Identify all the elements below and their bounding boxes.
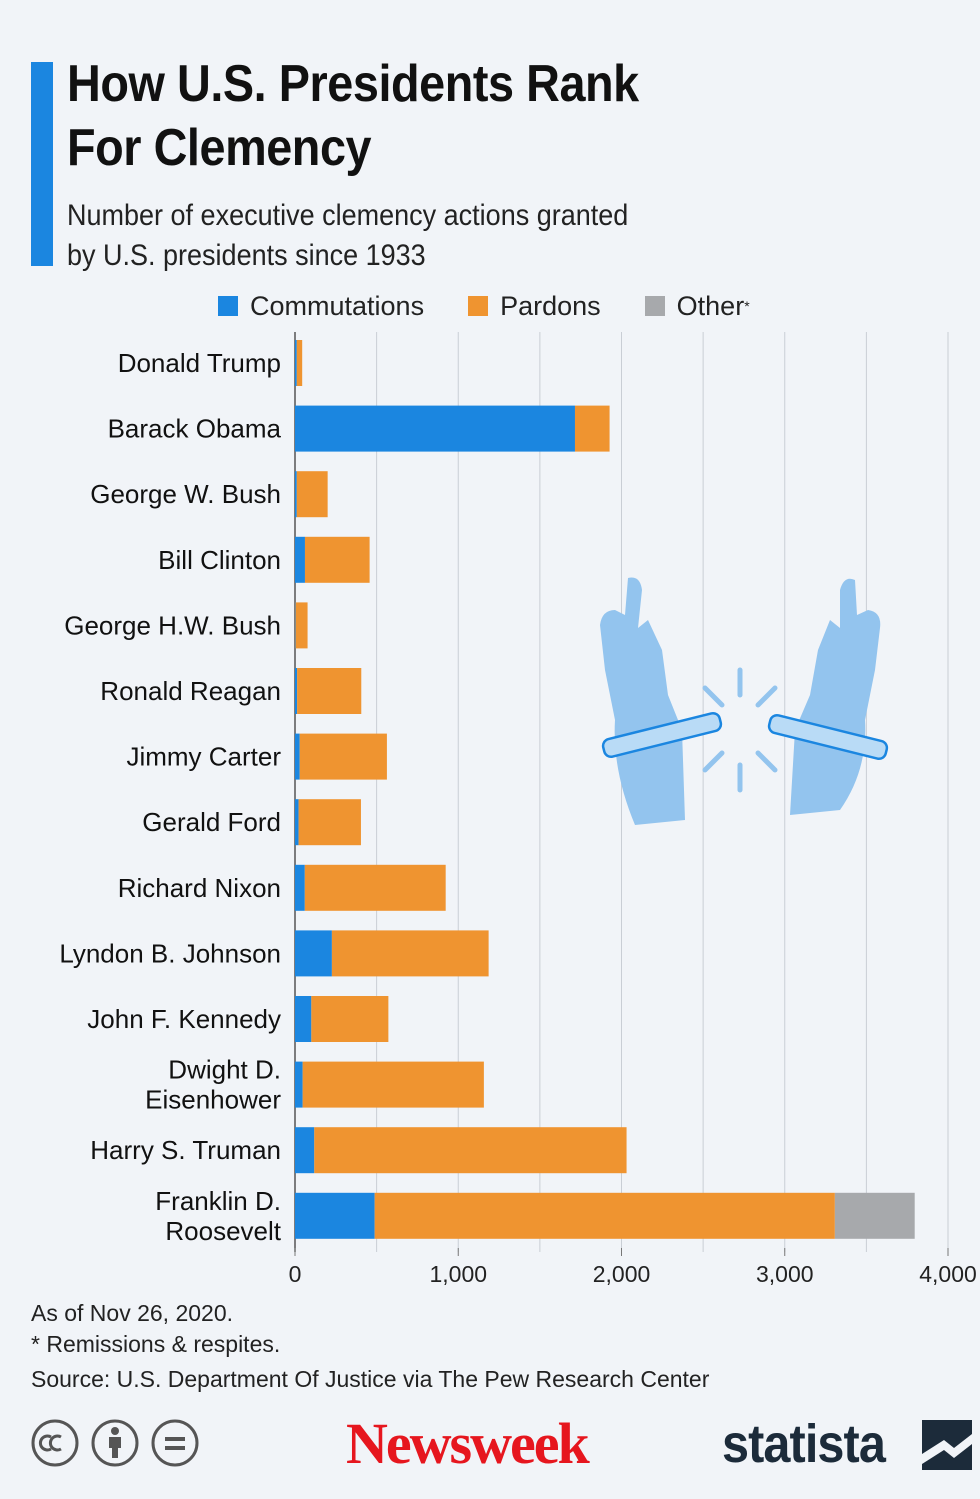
statista-mark-icon	[922, 1420, 972, 1470]
bar-pardons	[296, 340, 303, 386]
subtitle-line-1: Number of executive clemency actions gra…	[67, 199, 629, 232]
bar-chart: 0 1,000 2,000 3,000 4,000 Donald Trump Barack …	[59, 332, 977, 1287]
legend-item-pardons: Pardons	[468, 291, 601, 322]
bar-pardons	[302, 1061, 484, 1108]
category-label: Jimmy Carter	[126, 742, 281, 772]
category-label: Ronald Reagan	[100, 676, 281, 706]
bar-pardons	[311, 996, 389, 1042]
bar-pardons	[299, 733, 387, 780]
bar-commutations	[295, 733, 300, 780]
note-date: As of Nov 26, 2020.	[31, 1300, 234, 1326]
legend-other-marker: *	[744, 298, 750, 314]
bar-pardons	[295, 602, 308, 649]
bar-pardons	[296, 471, 328, 518]
subtitle-line-2: by U.S. presidents since 1933	[67, 239, 426, 272]
x-tick-label: 4,000	[919, 1261, 977, 1287]
bar-pardons	[298, 799, 361, 846]
note-other: * Remissions & respites.	[31, 1331, 281, 1357]
bar-other	[834, 1192, 915, 1239]
bar-pardons	[574, 405, 610, 452]
bar-pardons	[314, 1127, 627, 1174]
chart-title: How U.S. Presidents Rank For Clemency	[67, 52, 639, 180]
chart-subtitle: Number of executive clemency actions gra…	[67, 196, 628, 276]
title-line-2: For Clemency	[67, 119, 372, 177]
license-icons	[30, 1418, 210, 1468]
bar-pardons	[304, 864, 446, 911]
source-note: Source: U.S. Department Of Justice via T…	[31, 1366, 710, 1392]
legend-swatch-pardons	[468, 296, 489, 316]
bar-pardons	[331, 930, 489, 977]
no-derivatives-icon	[151, 1419, 199, 1467]
statista-logo: statista	[722, 1414, 886, 1474]
legend-swatch-commutations	[218, 296, 238, 316]
category-label: Bill Clinton	[158, 545, 281, 575]
category-label: Richard Nixon	[118, 873, 281, 903]
bar-pardons	[304, 536, 370, 583]
bar-commutations	[295, 405, 575, 452]
bar-pardons	[374, 1192, 835, 1239]
category-label: John F. Kennedy	[87, 1004, 281, 1034]
bar-commutations	[295, 536, 305, 583]
bar-commutations	[295, 471, 297, 518]
x-tick-label: 3,000	[756, 1261, 814, 1287]
legend-label-pardons: Pardons	[500, 290, 601, 321]
bar-commutations	[295, 668, 298, 714]
category-label: Harry S. Truman	[90, 1135, 281, 1165]
category-label: Barack Obama	[108, 414, 282, 444]
category-label: George H.W. Bush	[64, 610, 281, 640]
x-tick-label: 0	[289, 1261, 302, 1287]
bar-pardons	[297, 668, 362, 714]
category-label: Donald Trump	[118, 348, 281, 378]
x-tick-label: 1,000	[429, 1261, 487, 1287]
bar-commutations	[295, 864, 305, 911]
x-tick-label: 2,000	[593, 1261, 651, 1287]
bar-commutations	[295, 1061, 303, 1108]
bar-commutations	[295, 1127, 315, 1174]
bar-commutations	[295, 930, 332, 977]
bar-commutations	[295, 340, 297, 386]
category-label: Lyndon B. Johnson	[59, 938, 281, 968]
legend-swatch-other	[644, 296, 665, 316]
newsweek-logo: Newsweek	[346, 1411, 590, 1476]
attribution-icon	[91, 1419, 139, 1467]
legend-item-commutations: Commutations	[218, 291, 424, 322]
title-line-1: How U.S. Presidents Rank	[67, 55, 639, 113]
creative-commons-icon	[31, 1419, 79, 1467]
category-label: Dwight D. Eisenhower	[145, 1055, 281, 1115]
category-label: Gerald Ford	[142, 807, 281, 837]
bar-commutations	[295, 996, 312, 1042]
bar-commutations	[295, 1192, 375, 1239]
category-label: George W. Bush	[90, 479, 281, 509]
legend: Commutations Pardons Other *	[218, 288, 794, 324]
accent-bar	[31, 62, 53, 266]
category-label: Franklin D. Roosevelt	[155, 1186, 281, 1246]
legend-label-commutations: Commutations	[250, 290, 425, 321]
chart-notes: As of Nov 26, 2020. * Remissions & respi…	[31, 1298, 709, 1395]
bar-commutations	[295, 799, 299, 846]
legend-item-other: Other *	[644, 290, 750, 322]
broken-handcuffs-icon	[600, 577, 889, 825]
legend-label-other: Other	[676, 290, 745, 321]
